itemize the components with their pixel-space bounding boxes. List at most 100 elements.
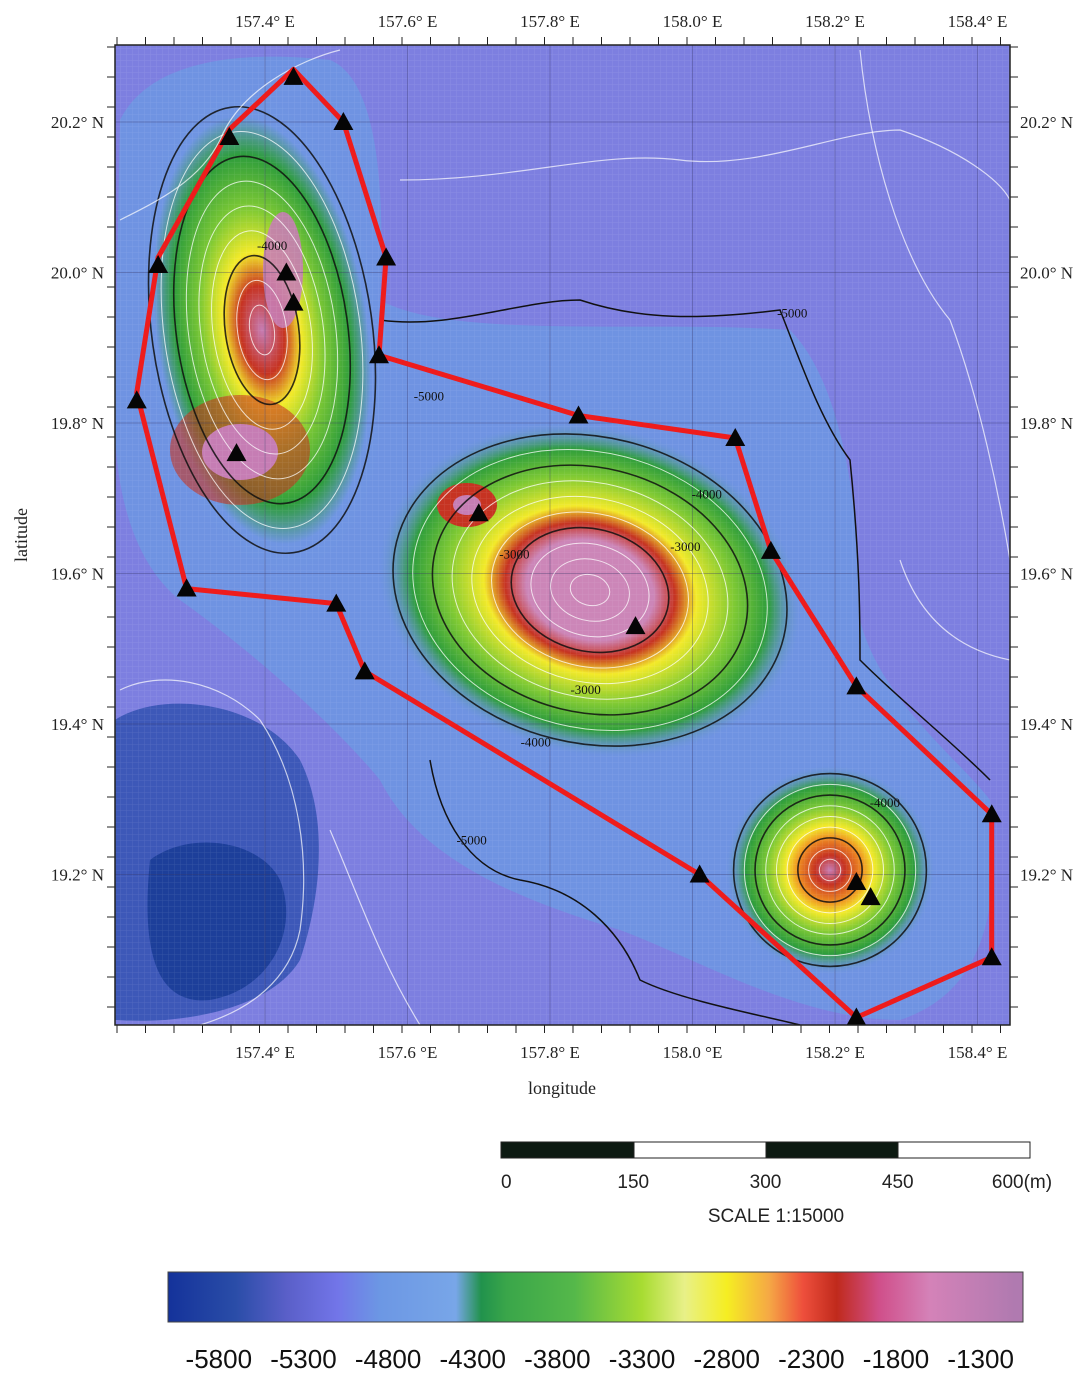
y-axis-title: latitude: [11, 508, 31, 562]
contour-ring: [185, 180, 339, 480]
contour-ring: [765, 805, 895, 935]
latitude-tick-label: 20.2° N: [51, 113, 104, 132]
survey-site-triangle: [568, 405, 589, 424]
colorbar-label: -3800: [524, 1344, 591, 1374]
contour-ring: [786, 826, 874, 914]
latitude-tick-label: 20.0° N: [1020, 264, 1073, 283]
scale-label: 600(m): [992, 1172, 1052, 1193]
contour-ring: [147, 105, 377, 555]
longitude-tick-labels-bottom: 157.4° E 157.6 °E 157.8° E 158.0 °E 158.2° E…: [235, 1043, 1007, 1062]
contour-label: -5000: [777, 306, 807, 321]
colorbar-label: -2800: [693, 1344, 760, 1374]
survey-site-triangle: [981, 947, 1002, 966]
scale-segment: [765, 1141, 899, 1159]
x-axis-title: longitude: [528, 1078, 596, 1098]
contour-label: -3000: [670, 539, 700, 554]
latitude-tick-label: 19.8° N: [51, 414, 104, 433]
scale-bar: 0 150 300 450 600(m) SCALE 1:15000: [500, 1141, 1052, 1227]
latitude-tick-label: 19.6° N: [51, 565, 104, 584]
bathymetry-map: -4000 -5000 -5000 -4000 -3000 -3000 -3000 -4000…: [115, 45, 1010, 1025]
graticule: [115, 45, 1010, 1025]
longitude-tick-label: 157.4° E: [235, 1043, 295, 1062]
latitude-tick-label: 19.6° N: [1020, 565, 1073, 584]
latitude-tick-label: 19.8° N: [1020, 414, 1073, 433]
contour-ring: [530, 542, 650, 638]
latitude-tick-label: 20.2° N: [1020, 113, 1073, 132]
colorbar-ramp: [167, 1271, 1024, 1323]
survey-site-triangle: [860, 887, 881, 906]
longitude-tick-label: 157.6 °E: [378, 1043, 438, 1062]
contour-ring: [160, 131, 364, 529]
colorbar-label: -1800: [863, 1344, 930, 1374]
axis-tick-marks: [107, 37, 1018, 1033]
survey-site-triangle: [689, 864, 710, 883]
contour-line: [329, 829, 421, 1025]
survey-site-triangle: [981, 804, 1002, 823]
longitude-tick-label: 158.0° E: [663, 12, 723, 31]
contour-ring: [451, 480, 729, 700]
contour-label: -5000: [456, 832, 486, 847]
grid-texture: [115, 45, 1010, 1025]
contour-label: -5000: [414, 388, 444, 403]
contour-ring: [172, 155, 352, 505]
contour-line: [399, 129, 1010, 201]
contour-label: -4000: [521, 735, 551, 750]
survey-site-triangle: [226, 443, 247, 462]
survey-site-triangle: [625, 616, 646, 635]
longitude-tick-label: 158.0 °E: [663, 1043, 723, 1062]
contour-ring: [569, 573, 611, 607]
contour-ring: [818, 858, 842, 882]
contour-ring: [236, 279, 288, 381]
scale-label: 0: [501, 1172, 512, 1193]
contour-ring: [223, 254, 301, 406]
longitude-tick-label: 157.6° E: [378, 12, 438, 31]
contour-ring: [510, 526, 670, 654]
contour-label: -4000: [870, 795, 900, 810]
longitude-tick-label: 158.4° E: [948, 12, 1008, 31]
contour-label: -4000: [257, 238, 287, 253]
colorbar-label: -4800: [355, 1344, 422, 1374]
contour-ring: [198, 205, 326, 455]
scale-segment: [633, 1141, 767, 1159]
scale-ratio: SCALE 1:15000: [708, 1206, 844, 1227]
latitude-tick-label: 19.2° N: [1020, 866, 1073, 885]
survey-site-triangle: [376, 247, 397, 266]
survey-site-triangle: [126, 390, 147, 409]
contour-ring: [743, 783, 917, 957]
scale-segment: [897, 1141, 1031, 1159]
scale-label: 450: [882, 1172, 914, 1193]
contour-line-minus-5000: [379, 299, 991, 781]
longitude-tick-label: 158.2° E: [805, 12, 865, 31]
survey-site-triangle: [283, 292, 304, 311]
contour-lines: [119, 49, 1010, 1025]
contour-line: [119, 679, 305, 1025]
survey-site-triangle: [148, 254, 169, 273]
survey-site-triangle: [846, 1007, 867, 1025]
scale-segment: [500, 1141, 635, 1159]
survey-site-triangle: [219, 127, 240, 146]
contour-ring: [431, 464, 749, 716]
scale-label: 300: [750, 1172, 782, 1193]
longitude-tick-label: 157.8° E: [520, 1043, 580, 1062]
latitude-tick-labels-left: 20.2° N 20.0° N 19.8° N 19.6° N 19.4° N 19.2°…: [51, 113, 104, 885]
contour-ring: [808, 848, 852, 892]
longitude-tick-label: 157.4° E: [235, 12, 295, 31]
colorbar-label: -5300: [270, 1344, 337, 1374]
contour-ring: [491, 511, 689, 669]
contour-line: [119, 49, 341, 221]
contour-line: [859, 49, 1010, 561]
survey-site-triangle: [760, 540, 781, 559]
survey-sites: [126, 66, 1002, 1025]
survey-site-triangle: [846, 872, 867, 891]
contour-ring: [732, 772, 928, 968]
contour-label: -3000: [499, 546, 529, 561]
colorbar-label: -4300: [440, 1344, 507, 1374]
colorbar-labels: -5800 -5300 -4800 -4300 -3800 -3300 -2800 -2300…: [186, 1344, 1014, 1374]
depth-colorbar: -5800 -5300 -4800 -4300 -3800 -3300 -2800 -2300…: [167, 1271, 1024, 1374]
contour-line: [899, 559, 1010, 661]
colorbar-label: -2300: [778, 1344, 845, 1374]
survey-site-triangle: [283, 66, 304, 85]
contour-ring: [550, 558, 630, 622]
contour-line-minus-5000: [429, 759, 801, 1025]
